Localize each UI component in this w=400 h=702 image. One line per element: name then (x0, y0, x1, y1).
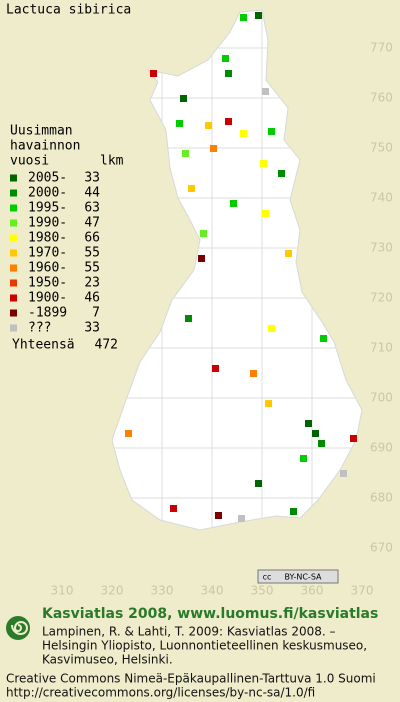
legend-heading: Uusimman (10, 124, 73, 139)
legend-swatch (10, 219, 17, 227)
footer-headline: Kasviatlas 2008, www.luomus.fi/kasviatla… (42, 606, 378, 622)
y-label: 720 (370, 291, 393, 305)
legend-count: 63 (84, 201, 100, 216)
legend-count: 23 (84, 276, 100, 291)
x-label: 360 (301, 584, 324, 598)
legend-column-count: lkm (100, 154, 124, 169)
y-label: 700 (370, 391, 393, 405)
legend-count: 46 (84, 291, 100, 306)
legend-column-year: vuosi (10, 154, 49, 169)
y-label: 760 (370, 91, 393, 105)
x-label: 330 (151, 584, 174, 598)
license-text: Creative Commons Nimeä-Epäkaupallinen-Ta… (6, 672, 376, 686)
legend-count: 44 (84, 186, 100, 201)
title: Lactuca sibirica (6, 3, 131, 18)
legend-count: 33 (84, 171, 100, 186)
license-badge (257, 569, 339, 584)
license-badge-text: BY-NC-SA (284, 573, 322, 582)
legend-swatch (10, 279, 17, 287)
x-label: 310 (51, 584, 74, 598)
citation: Lampinen, R. & Lahti, T. 2009: Kasviatla… (42, 625, 336, 639)
legend-label: ??? (28, 321, 51, 336)
legend-label: 2000- (28, 186, 67, 201)
x-label: 320 (101, 584, 124, 598)
y-label: 670 (370, 541, 393, 555)
legend-total-count: 472 (95, 338, 118, 353)
legend-count: 7 (92, 306, 100, 321)
legend-swatch (10, 189, 17, 197)
y-label: 770 (370, 41, 393, 55)
legend-count: 33 (84, 321, 100, 336)
x-label: 370 (351, 584, 374, 598)
legend-count: 55 (84, 261, 100, 276)
legend-swatch (10, 204, 17, 212)
citation: Kasvimuseo, Helsinki. (42, 653, 173, 667)
legend-swatch (10, 249, 17, 257)
legend-label: 1980- (28, 231, 67, 246)
license-badge-cc: cc (263, 573, 272, 582)
legend-label: 2005- (28, 171, 67, 186)
legend-swatch (10, 174, 17, 182)
logo (6, 616, 30, 640)
legend-swatch (10, 294, 17, 302)
legend-swatch (10, 264, 17, 272)
y-label: 710 (370, 341, 393, 355)
x-label: 340 (201, 584, 224, 598)
legend-label: 1950- (28, 276, 67, 291)
country-shape (111, 9, 363, 531)
y-label: 690 (370, 441, 393, 455)
legend-label: 1970- (28, 246, 67, 261)
legend-label: 1990- (28, 216, 67, 231)
legend-total-label: Yhteensä (12, 338, 75, 353)
legend-swatch (10, 309, 17, 317)
license-url: http://creativecommons.org/licenses/by-n… (6, 686, 315, 700)
legend-label: 1900- (28, 291, 67, 306)
legend-swatch (10, 234, 17, 242)
legend-label: 1960- (28, 261, 67, 276)
y-label: 680 (370, 491, 393, 505)
citation: Helsingin Yliopisto, Luonnontieteellinen… (42, 639, 367, 653)
legend-count: 55 (84, 246, 100, 261)
legend-swatch (10, 324, 17, 332)
occurrence-squares (125, 12, 357, 522)
legend-label: 1995- (28, 201, 67, 216)
legend-label: -1899 (28, 306, 67, 321)
y-label: 750 (370, 141, 393, 155)
y-label: 730 (370, 241, 393, 255)
legend-count: 66 (84, 231, 100, 246)
legend-count: 47 (84, 216, 100, 231)
x-label: 350 (251, 584, 274, 598)
y-label: 740 (370, 191, 393, 205)
legend-heading: havainnon (10, 139, 80, 154)
